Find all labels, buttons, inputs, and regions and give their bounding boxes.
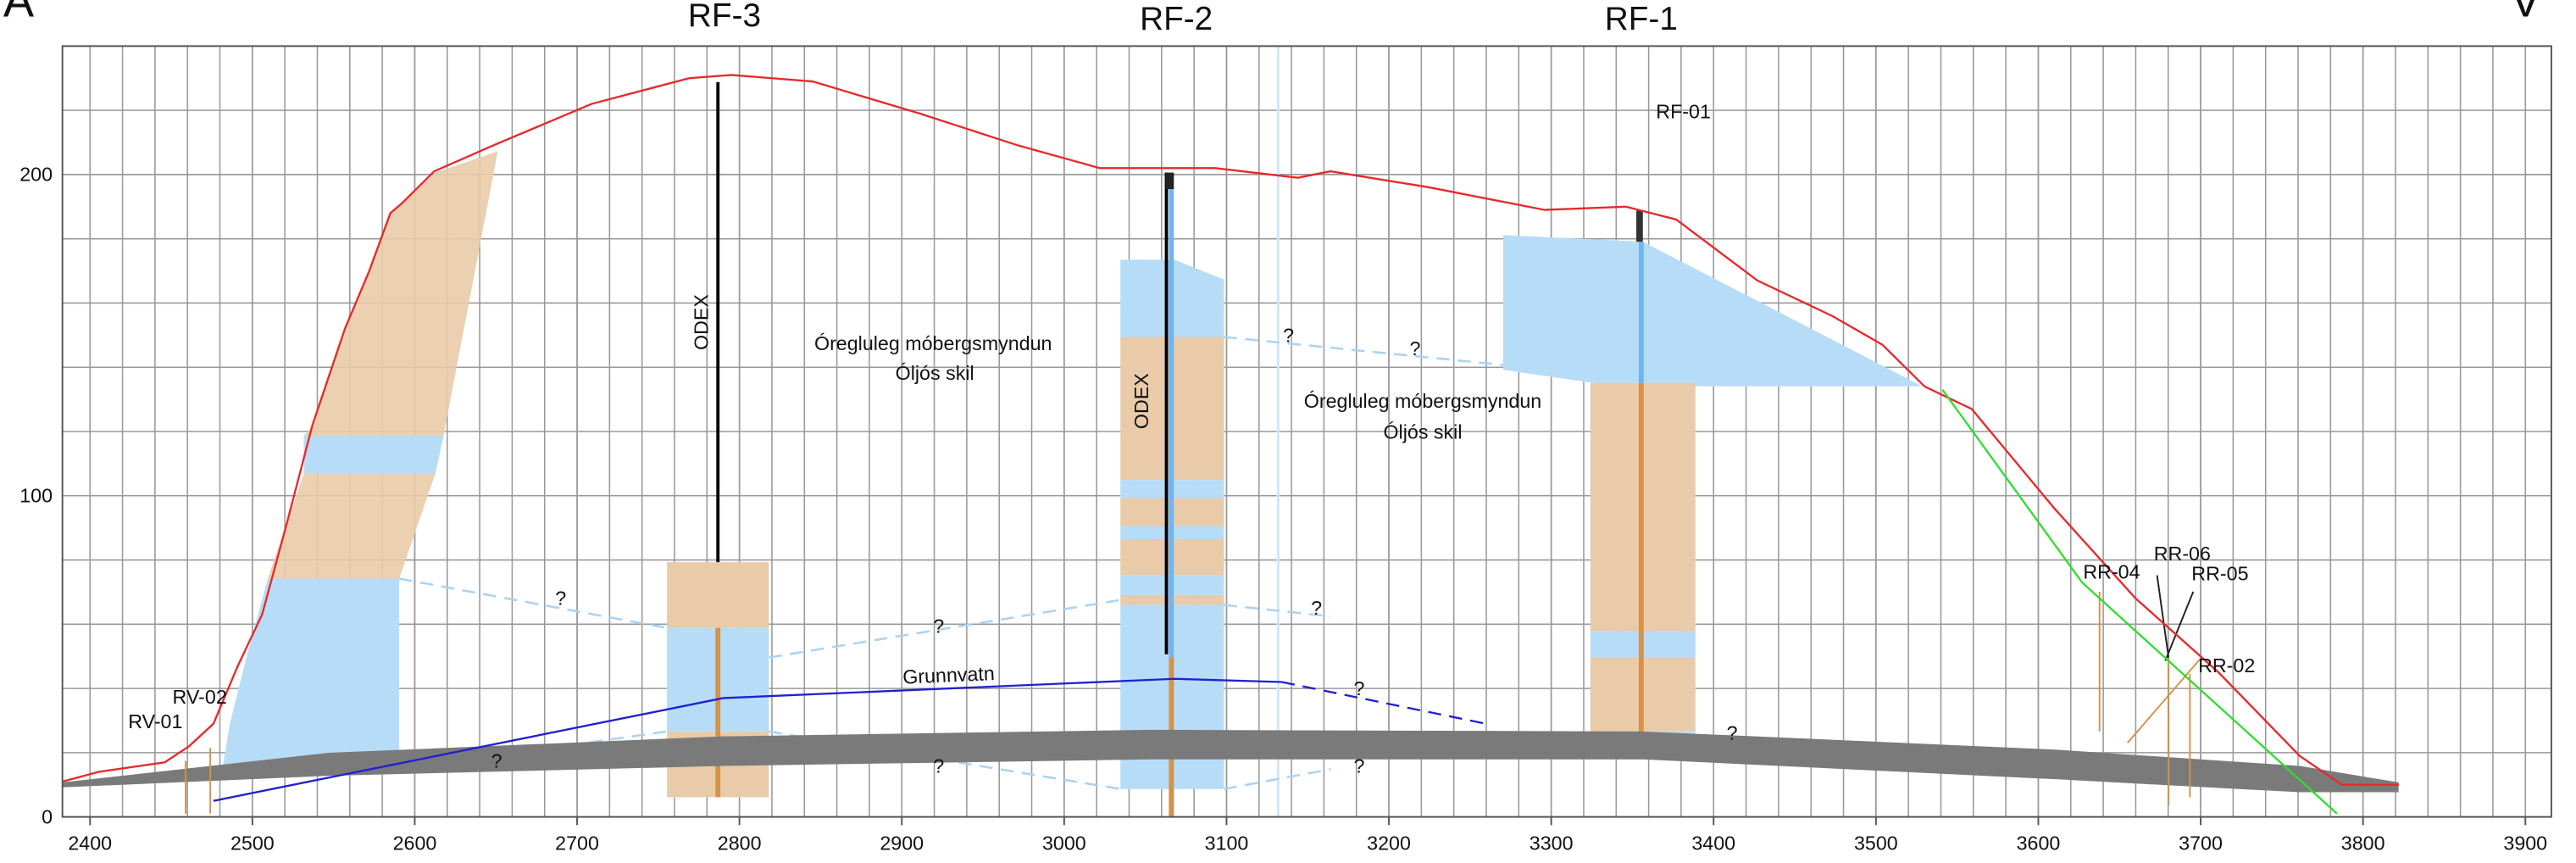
unit-label: Óregluleg móbergsmyndun <box>1304 390 1541 412</box>
borehole-label: RR-06 <box>2154 543 2211 565</box>
x-tick-label: 2500 <box>230 832 275 854</box>
question-mark: ? <box>1311 597 1322 619</box>
y-tick-label: 0 <box>42 805 53 827</box>
tan-unit <box>667 562 769 628</box>
x-tick-label: 2800 <box>718 832 762 854</box>
borehole-label: RV-01 <box>128 710 182 732</box>
question-mark: ? <box>933 754 944 777</box>
question-mark: ? <box>491 749 502 771</box>
x-tick-label: 2400 <box>68 832 112 854</box>
x-tick-label: 3700 <box>2179 832 2223 854</box>
borehole-label: RV-02 <box>173 686 227 708</box>
question-mark: ? <box>1354 754 1365 777</box>
section-end: A <box>3 0 35 26</box>
basement <box>62 729 2399 793</box>
y-tick-label: 100 <box>19 485 53 507</box>
drill-method: ODEX <box>1130 373 1152 429</box>
plot-frame <box>61 45 2552 818</box>
blue-unit <box>303 435 444 474</box>
x-tick-label: 2600 <box>393 832 437 854</box>
series-label: Grunnvatn <box>902 662 996 688</box>
x-tick-label: 3000 <box>1042 832 1086 854</box>
question-mark: ? <box>1283 324 1294 346</box>
series-line <box>1941 389 2338 815</box>
borehole-title: RF-1 <box>1605 1 1678 37</box>
section-end: V <box>2510 0 2540 26</box>
x-tick-label: 3500 <box>1854 832 1898 854</box>
x-tick-label: 3200 <box>1367 832 1411 854</box>
x-tick-label: 2900 <box>880 832 924 854</box>
borehole-label: RR-04 <box>2083 561 2140 583</box>
drill-method: ODEX <box>691 294 713 350</box>
annotations: A V RF-3 RF-2 RF-1 RF-01 ODEX ODEX Óregl… <box>3 0 2541 777</box>
blue-unit <box>221 578 400 773</box>
geology <box>62 46 2399 817</box>
series-line <box>213 677 1282 802</box>
unit-label: Óljós skil <box>896 362 974 384</box>
question-mark: ? <box>1409 337 1420 359</box>
x-tick-label: 3400 <box>1691 832 1735 854</box>
question-mark: ? <box>555 587 566 610</box>
x-tick-label: 3600 <box>2017 832 2061 854</box>
x-tick-label: 3800 <box>2341 832 2385 854</box>
question-mark: ? <box>1727 722 1738 744</box>
borehole-label: RR-02 <box>2198 654 2255 676</box>
x-tick-label: 3100 <box>1205 832 1249 854</box>
borehole-title: RF-2 <box>1140 1 1213 37</box>
borehole-label: RR-05 <box>2191 562 2248 584</box>
borehole-label: RF-01 <box>1656 101 1711 123</box>
x-tick-label: 3900 <box>2503 832 2547 854</box>
borehole-title: RF-3 <box>688 0 761 34</box>
leaders <box>2156 575 2195 661</box>
small-boreholes <box>185 592 2202 814</box>
question-mark: ? <box>933 615 944 638</box>
lines: Grunnvatn <box>62 74 2399 815</box>
series-line <box>1281 681 1487 725</box>
unit-label: Óljós skil <box>1383 421 1462 443</box>
question-mark: ? <box>1354 677 1365 699</box>
x-tick-label: 3300 <box>1530 832 1574 854</box>
x-tick-label: 2700 <box>555 832 599 854</box>
y-tick-label: 200 <box>19 164 53 186</box>
blue-unit <box>1502 235 1923 387</box>
unit-label: Óregluleg móbergsmyndun <box>814 332 1052 354</box>
